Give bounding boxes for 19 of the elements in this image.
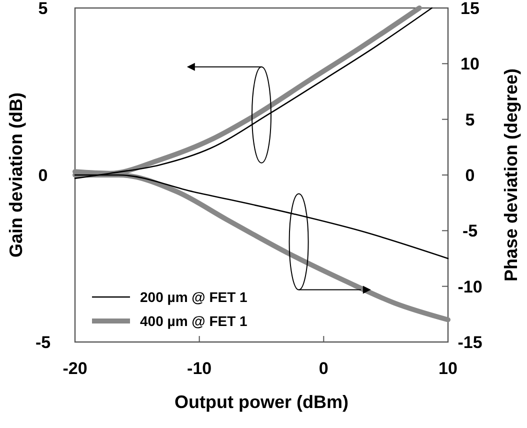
y-axis-title: Gain deviation (dB) [6,92,26,258]
y-tick-label: 0 [38,166,48,185]
legend-label: 400 µm @ FET 1 [140,312,248,329]
y2-tick-label: 10 [460,54,480,74]
x-tick-label: -20 [62,359,88,378]
y-tick-label: -5 [35,332,51,352]
y-tick-label: 5 [38,0,48,18]
y2-tick-label: -10 [458,277,482,296]
x-tick-label: 0 [318,359,328,378]
y2-tick-label: 5 [465,110,475,130]
legend-label: 200 µm @ FET 1 [140,288,248,305]
x-tick-label: -10 [187,359,212,378]
x-axis-title: Output power (dBm) [174,392,348,412]
y2-tick-label: -15 [458,332,482,352]
y2-axis-title: Phase deviation (degree) [501,68,521,282]
x-tick-label: 10 [438,359,458,378]
y2-tick-label: -5 [462,222,478,241]
y2-tick-label: 15 [460,0,480,18]
y2-tick-label: 0 [465,166,475,185]
